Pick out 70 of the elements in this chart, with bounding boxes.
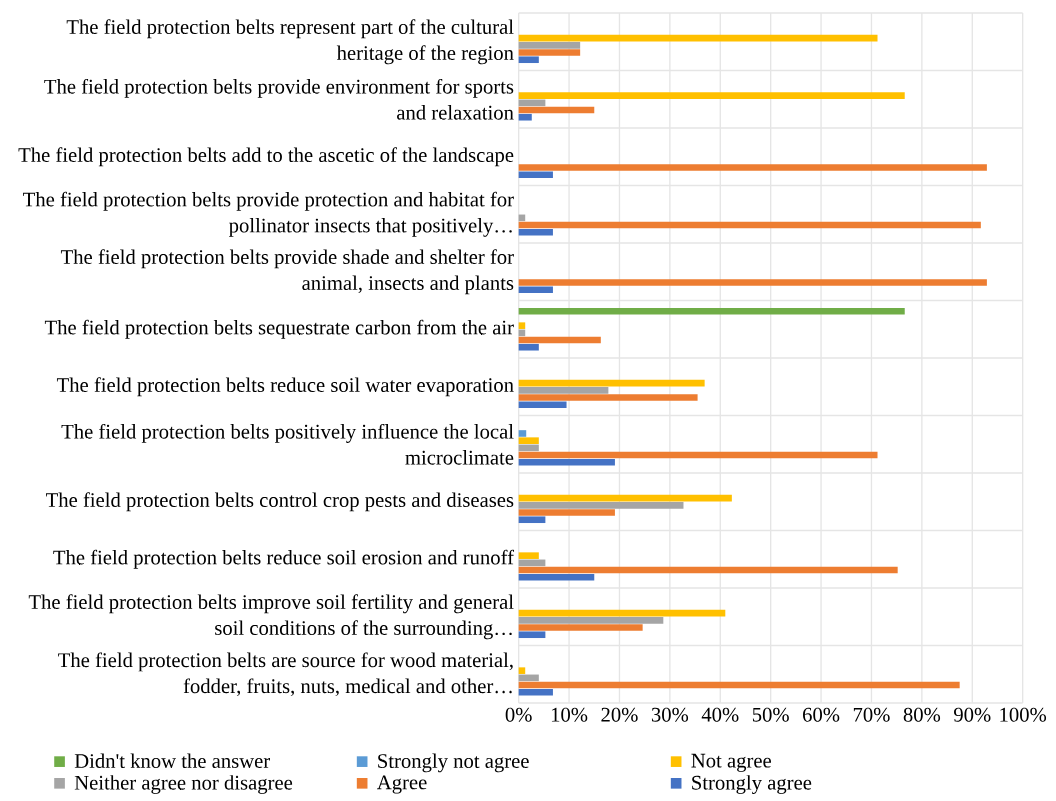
bar [518,631,546,639]
x-tick-label: 50% [752,707,789,722]
bar [518,106,595,114]
bar [518,379,705,387]
bar [518,617,664,624]
bar [518,387,609,394]
y-tick-label: The field protection belts positively influence the local microclimate [61,423,514,465]
bar [518,228,553,236]
bar [518,171,553,179]
bar [518,451,878,459]
y-tick-label: The field protection belts add to the ascetic of the landscape [18,147,514,167]
x-tick-label: 30% [651,707,689,722]
bar [518,681,960,689]
bar [518,674,539,682]
y-tick-label: The field protection belts improve soil fertility and general soil conditions of the surrounding… [28,594,514,640]
x-tick-label: 60% [803,707,840,722]
bar [518,394,698,401]
legend-label: Neither agree nor disagree [74,775,293,794]
bar [518,502,684,509]
bar [518,624,643,631]
bar [518,566,898,574]
bar [518,286,553,294]
bar [518,609,726,617]
bar [518,307,905,315]
y-tick-label: The field protection belts represent part of the cultural heritage of the region [66,19,514,65]
bar [518,516,546,524]
y-tick-label: The field protection belts provide shade and shelter for animal, insects and plants [60,249,514,295]
y-tick-label: The field protection belts control crop pests and diseases [46,492,514,512]
bar [518,688,553,696]
y-tick-label: The field protection belts reduce soil erosion and runoff [53,549,515,569]
x-tick-label: 70% [853,707,890,722]
legend-label: Strongly agree [692,775,812,794]
bar [518,34,878,42]
x-tick-label: 80% [903,707,941,722]
bar [518,458,615,466]
x-tick-label: 40% [701,707,739,722]
bar [518,430,527,437]
bar [518,42,581,49]
bar [518,336,601,344]
bar [518,164,987,171]
bar [518,221,981,229]
x-tick-label: 100% [1000,707,1047,722]
y-tick-label: The field protection belts reduce soil water evaporation [56,377,514,397]
y-tick-label: The field protection belts sequestrate carbon from the air [44,319,514,339]
bar [518,56,539,64]
bar [518,667,526,674]
bar [518,92,905,99]
x-tick-label: 0% [505,707,532,722]
y-tick-label: The field protection belts provide protection and habitat for pollinator insects that positively… [23,191,514,237]
bar [518,437,539,444]
bar [518,552,539,559]
bar [518,573,595,581]
bar [518,494,732,502]
legend-label: Agree [377,775,427,794]
y-tick-label: The field protection belts provide environment for sports and relaxation [44,78,514,120]
legend-label: Didn't know the answer [74,753,271,769]
bar [518,279,987,286]
x-tick-label: 90% [954,707,991,722]
bar [518,343,539,351]
legend-label: Not agree [691,753,771,772]
bar [518,113,532,121]
bar [518,322,526,329]
bar [518,509,615,516]
legend-label: Strongly not agree [378,753,529,773]
bar [518,401,567,409]
bar [518,444,539,452]
bar [518,49,581,56]
x-tick-label: 20% [601,707,638,722]
x-tick-label: 10% [551,707,588,722]
y-tick-label: The field protection belts are source for wood material, fodder, fruits, nuts, medical and other… [58,652,513,697]
